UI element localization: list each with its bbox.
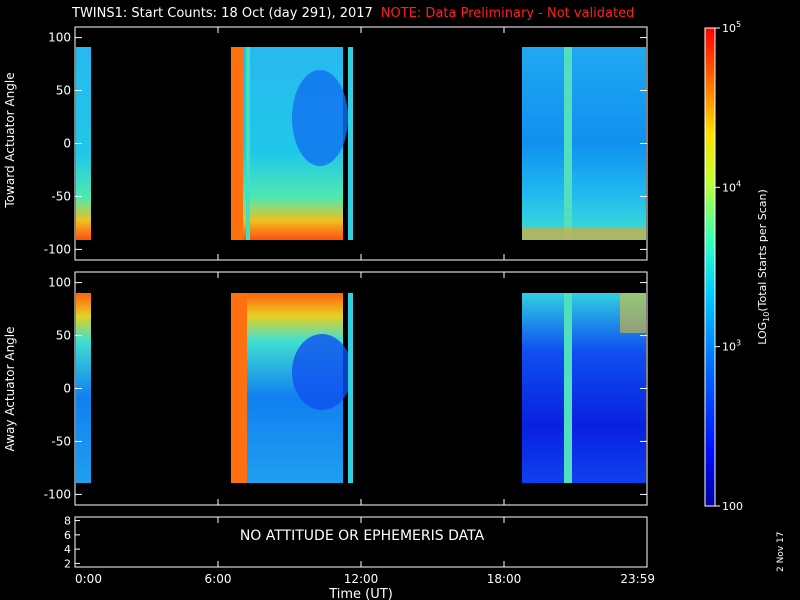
away-low-count-region — [292, 334, 352, 410]
colorbar-ticks: 100 103 104 105 — [715, 20, 743, 513]
toward-bottom-band — [522, 228, 646, 240]
xtick-label: 6:00 — [205, 572, 232, 586]
away-top-right-band — [620, 293, 646, 333]
xtick-label: 18:00 — [487, 572, 522, 586]
away-angle-yticks: 100 50 0 -50 -100 — [44, 276, 647, 501]
toward-stripe-2100 — [564, 47, 572, 240]
toward-angle-data-blocks — [76, 47, 646, 240]
colorbar-label: LOG10(Total Starts per Scan) — [756, 189, 771, 345]
away-block-1110 — [348, 293, 353, 483]
xtick-label: 0:00 — [75, 572, 102, 586]
toward-ytick-label: 0 — [63, 137, 71, 151]
toward-ytick-label: 100 — [48, 31, 71, 45]
toward-edge-stripe — [246, 47, 250, 240]
away-ytick-label: 50 — [56, 329, 71, 343]
toward-low-count-region — [292, 70, 348, 166]
away-edge-band — [231, 293, 247, 483]
away-angle-panel: Away Actuator Angle 100 50 0 -50 -100 — [3, 271, 648, 506]
toward-ytick-label: -50 — [51, 189, 71, 203]
toward-edge-band — [231, 47, 243, 240]
colorbar-gradient — [704, 27, 716, 507]
colorbar-tick-label: 100 — [722, 500, 743, 513]
title-text: TWINS1: Start Counts: 18 Oct (day 291), … — [72, 6, 373, 21]
away-block-0000 — [76, 293, 91, 483]
toward-angle-panel: Toward Actuator Angle 100 50 0 -50 -100 — [3, 26, 648, 261]
xtick-label: 12:00 — [344, 572, 379, 586]
toward-ytick-label: 50 — [56, 84, 71, 98]
time-xlabel: Time (UT) — [328, 587, 393, 600]
toward-ytick-label: -100 — [44, 242, 71, 256]
away-angle-ylabel: Away Actuator Angle — [3, 326, 17, 451]
away-ytick-label: 100 — [48, 276, 71, 290]
ephemeris-ytick-label: 8 — [64, 515, 71, 528]
away-ytick-label: 0 — [63, 382, 71, 396]
away-ytick-label: -100 — [44, 487, 71, 501]
toward-block-1845 — [522, 47, 646, 240]
no-data-message: NO ATTITUDE OR EPHEMERIS DATA — [240, 528, 485, 544]
away-angle-data-blocks — [76, 293, 646, 483]
toward-block-1110 — [348, 47, 353, 240]
time-xticks: 0:00 6:00 12:00 18:00 23:59 — [74, 27, 655, 586]
colorbar-tick-label: 103 — [722, 339, 741, 354]
chart-title: TWINS1: Start Counts: 18 Oct (day 291), … — [72, 6, 634, 21]
preliminary-note: NOTE: Data Preliminary - Not validated — [380, 6, 635, 21]
colorbar-tick-label: 105 — [722, 20, 741, 35]
colorbar: 100 103 104 105 LOG10(Total Starts per Scan… — [704, 20, 771, 513]
ephemeris-ytick-label: 4 — [64, 543, 71, 556]
away-ytick-label: -50 — [51, 434, 71, 448]
away-stripe-2100 — [564, 293, 572, 483]
ephemeris-ytick-label: 6 — [64, 529, 71, 542]
toward-block-0000 — [76, 47, 91, 240]
colorbar-tick-label: 104 — [722, 179, 741, 194]
generation-date: 2 Nov 17 — [776, 531, 786, 572]
toward-angle-ylabel: Toward Actuator Angle — [3, 72, 17, 208]
toward-angle-yticks: 100 50 0 -50 -100 — [44, 31, 647, 256]
xtick-label: 23:59 — [620, 572, 655, 586]
ephemeris-ytick-label: 2 — [64, 557, 71, 570]
